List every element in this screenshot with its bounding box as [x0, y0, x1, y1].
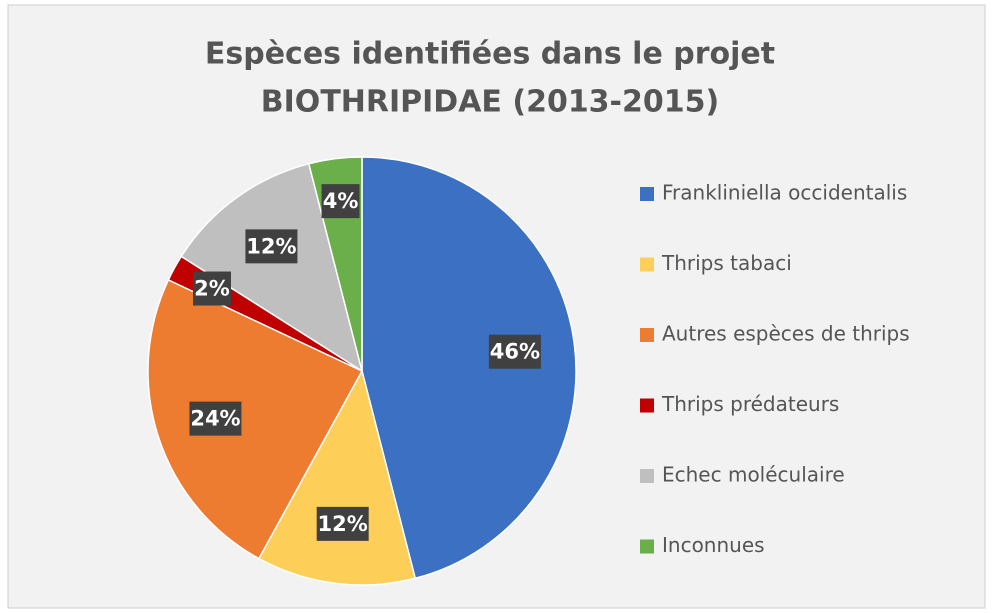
pie-slice — [257, 368, 417, 586]
legend-swatch — [640, 328, 654, 342]
pie-slice — [180, 162, 364, 373]
legend-swatch — [640, 539, 654, 554]
legend-label: Inconnues — [662, 533, 765, 557]
legend-swatch — [640, 398, 654, 413]
pie-slice — [147, 278, 364, 560]
legend-swatch — [640, 257, 654, 272]
data-label-box — [189, 401, 242, 436]
data-label-box — [488, 334, 541, 369]
chart-title: BIOTHRIPIDAE (2013-2015) — [261, 85, 719, 120]
legend-label: Thrips prédateurs — [661, 392, 839, 416]
legend-label: Echec moléculaire — [662, 463, 845, 487]
data-label-box — [321, 184, 360, 219]
legend-swatch — [640, 469, 654, 483]
legend-swatch — [640, 187, 654, 201]
chart-title: Espèces identifiées dans le projet — [205, 37, 775, 72]
data-label-box — [192, 271, 231, 306]
data-label: 4% — [323, 189, 359, 213]
data-label: 2% — [194, 277, 230, 301]
data-label: 24% — [190, 407, 240, 431]
legend-label: Thrips tabaci — [661, 251, 792, 275]
legend-label: Autres espèces de thrips — [662, 322, 910, 346]
data-label-box — [245, 229, 298, 264]
data-label: 46% — [490, 340, 540, 364]
pie-slice — [361, 156, 577, 580]
data-label-box — [316, 506, 369, 541]
legend-label: Frankliniella occidentalis — [662, 181, 907, 205]
data-label: 12% — [246, 234, 296, 258]
data-label: 12% — [318, 512, 368, 536]
